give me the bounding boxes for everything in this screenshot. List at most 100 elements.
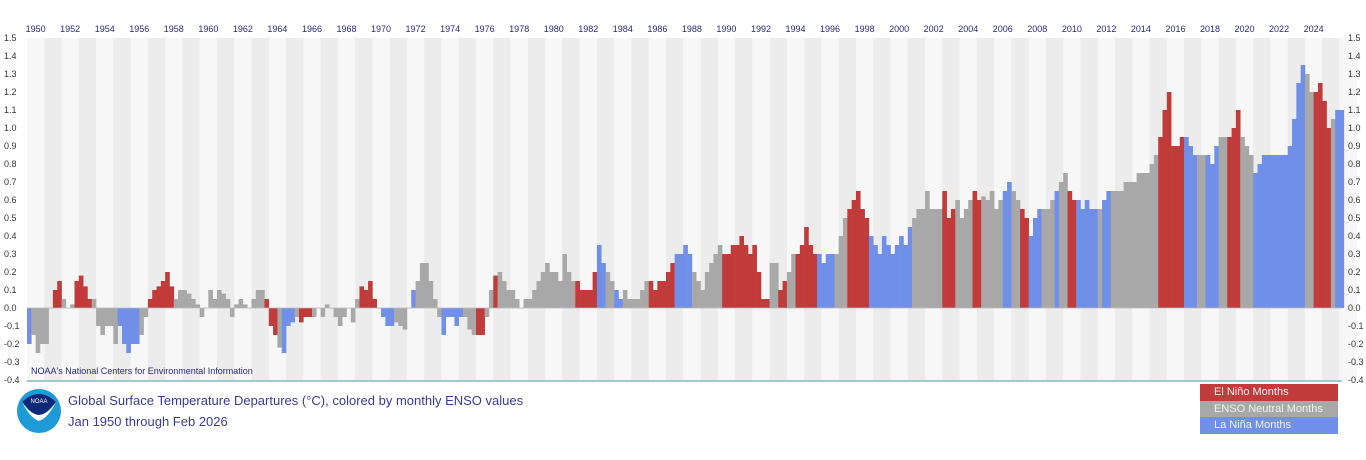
bar (804, 227, 809, 308)
bar (152, 290, 157, 308)
bar (955, 200, 960, 308)
y-tick-label-right: 0.7 (1348, 177, 1361, 187)
bar (57, 281, 62, 308)
bar (242, 304, 248, 308)
bar (1322, 101, 1327, 308)
x-tick-label: 1998 (855, 24, 875, 34)
bar (739, 236, 745, 308)
bar (1313, 92, 1319, 308)
bar (1007, 182, 1012, 308)
bar (1244, 146, 1250, 308)
bar (700, 290, 706, 308)
bar (44, 308, 49, 344)
year-band (769, 38, 788, 380)
bar (290, 308, 295, 323)
bar (104, 308, 110, 326)
bar (281, 308, 287, 353)
bar (1192, 155, 1198, 308)
bar (445, 308, 451, 317)
bar (886, 245, 891, 308)
y-tick-label-right: 0.6 (1348, 195, 1361, 205)
bar (635, 299, 641, 308)
bar (368, 281, 373, 308)
bar (307, 308, 313, 317)
x-tick-label: 1962 (233, 24, 253, 34)
bar (1063, 173, 1068, 308)
bar (950, 209, 956, 308)
bar (799, 245, 805, 308)
x-tick-label: 1966 (302, 24, 322, 34)
x-tick-label: 2016 (1165, 24, 1185, 34)
y-tick-label-right: 0.4 (1348, 231, 1361, 241)
bar (74, 281, 80, 308)
year-band (458, 38, 477, 380)
y-tick-label-right: -0.2 (1348, 339, 1364, 349)
bar (264, 299, 270, 308)
bar (96, 308, 101, 326)
bar (1330, 119, 1336, 308)
bar (752, 245, 757, 308)
bar (1149, 164, 1155, 308)
year-band (735, 38, 753, 380)
bar (994, 209, 999, 308)
year-band (683, 38, 701, 380)
x-tick-label: 1974 (440, 24, 460, 34)
bar (173, 299, 179, 308)
x-tick-label: 2014 (1131, 24, 1151, 34)
bar (571, 281, 576, 308)
x-tick-label: 2022 (1269, 24, 1289, 34)
y-tick-label-left: 0.5 (4, 213, 17, 223)
bar (238, 299, 244, 308)
y-tick-label-right: 1.3 (1348, 69, 1361, 79)
bar (70, 304, 75, 308)
bar (35, 308, 41, 353)
bar (389, 308, 395, 326)
year-band (61, 38, 80, 380)
bar (424, 263, 429, 308)
bar (661, 281, 667, 308)
y-tick-label-right: 1.2 (1348, 87, 1361, 97)
x-tick-label: 2004 (958, 24, 978, 34)
year-band (527, 38, 546, 380)
bar (838, 236, 844, 308)
bar (1020, 209, 1025, 308)
bar (195, 304, 200, 308)
bar (678, 254, 684, 308)
bar (1097, 209, 1103, 308)
bar (1127, 182, 1133, 308)
bar (488, 290, 494, 308)
bar (359, 286, 365, 308)
year-band (752, 38, 770, 380)
bar (1032, 218, 1038, 308)
bar (126, 308, 131, 353)
x-tick-label: 1950 (26, 24, 46, 34)
bar (147, 299, 153, 308)
bar (523, 299, 529, 308)
x-tick-label: 2000 (889, 24, 909, 34)
bar (937, 209, 943, 308)
bar (61, 299, 67, 308)
bar (1132, 182, 1137, 308)
year-band (596, 38, 615, 380)
bar (143, 308, 149, 317)
bar (1184, 137, 1189, 308)
bar (381, 308, 386, 317)
y-tick-label-right: 0.2 (1348, 267, 1361, 277)
x-tick-label: 1954 (95, 24, 115, 34)
bar (437, 308, 442, 317)
bar (778, 290, 783, 308)
year-band (562, 38, 580, 380)
bar (644, 281, 650, 308)
x-tick-label: 2024 (1304, 24, 1324, 34)
bar (1089, 209, 1094, 308)
bar (1015, 200, 1021, 308)
bar (1292, 119, 1297, 308)
bar (1214, 146, 1219, 308)
bar (808, 245, 814, 308)
year-band (268, 38, 287, 380)
y-tick-label-left: 1.2 (4, 87, 17, 97)
year-band (890, 38, 909, 380)
bar (765, 299, 770, 308)
bar (441, 308, 447, 335)
bar (972, 191, 978, 308)
